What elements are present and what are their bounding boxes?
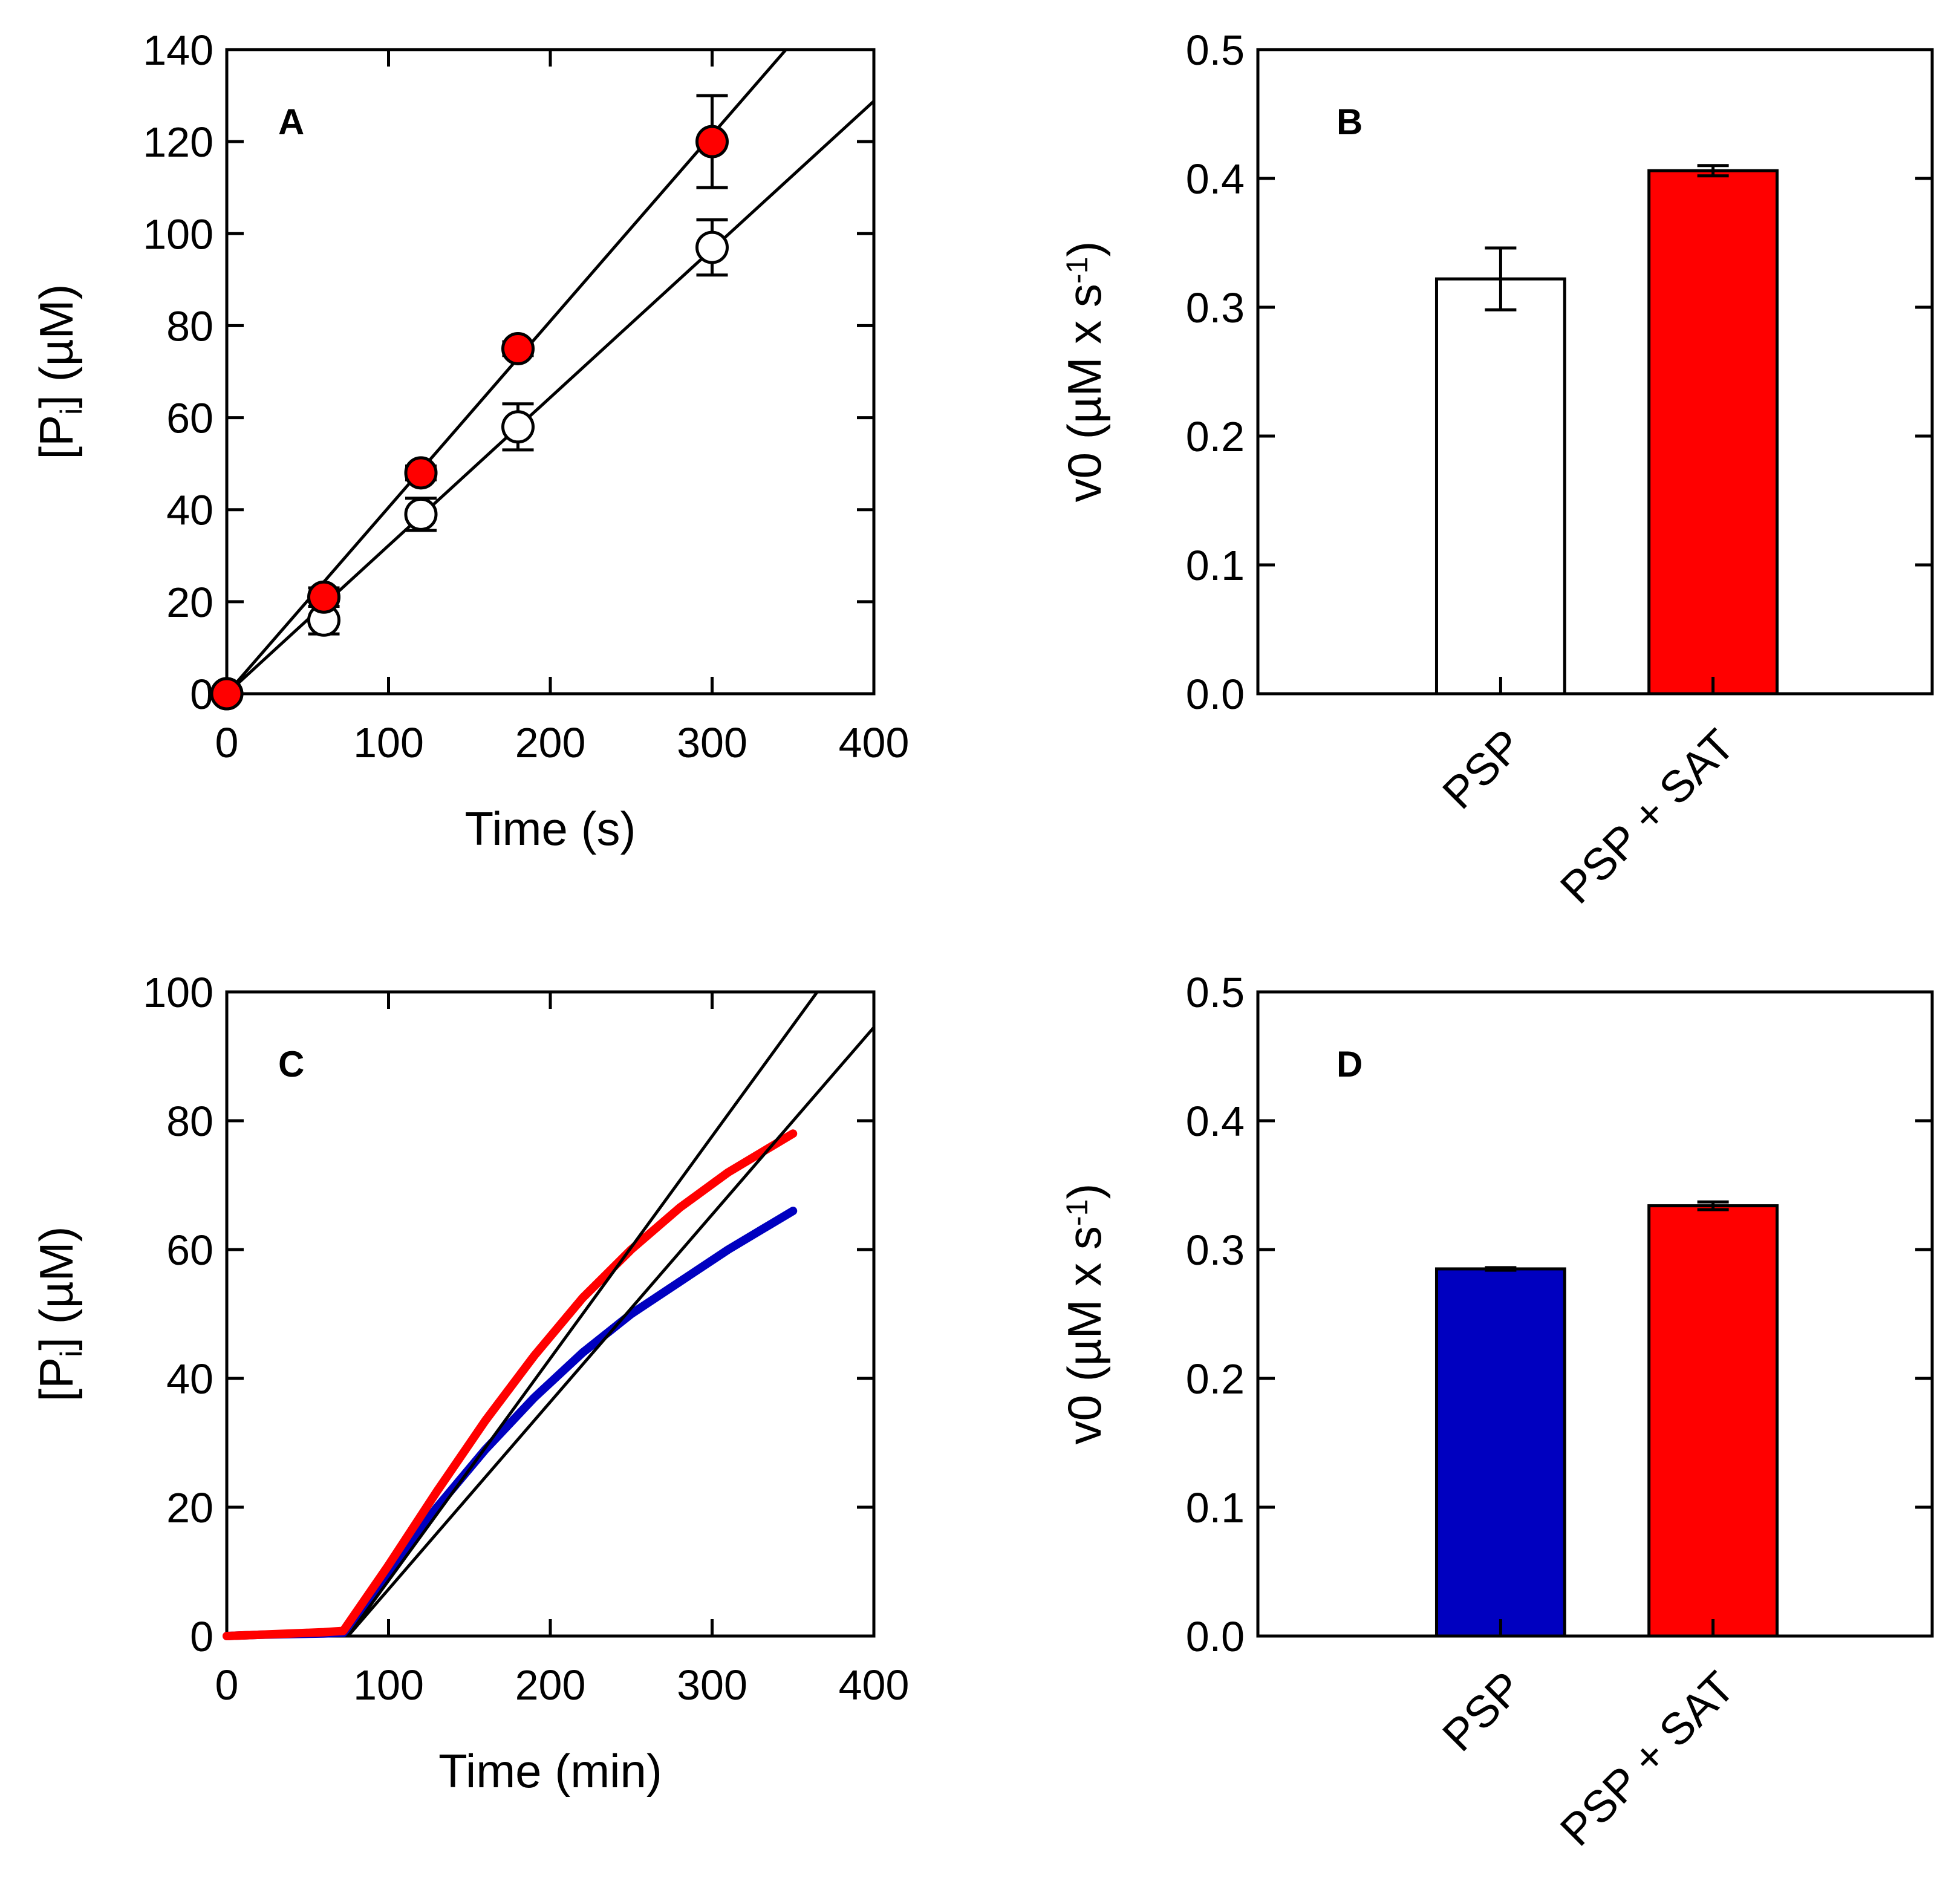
data-point: [404, 456, 438, 490]
data-point: [695, 125, 729, 158]
y-tick-label: 80: [166, 1098, 213, 1145]
y-axis-label: [Pi] (µM): [30, 284, 88, 459]
fit-line: [347, 992, 819, 1636]
fit-line: [347, 1026, 874, 1636]
y-axis-label-main: [P: [30, 415, 83, 460]
fit-line: [227, 50, 789, 694]
y-tick-label: 20: [166, 579, 213, 626]
panel-letter: C: [278, 1044, 304, 1084]
category-label: PSP: [1433, 720, 1531, 818]
y-axis-label-tail: ): [1058, 1184, 1111, 1199]
data-point: [695, 230, 729, 264]
y-axis-label-main: v0 (µM x s: [1058, 1226, 1111, 1444]
bar: [1434, 277, 1566, 696]
x-axis-label: Time (min): [438, 1744, 662, 1798]
y-axis-label-superscript: -1: [1060, 1199, 1094, 1226]
y-tick-label: 0.2: [1186, 1355, 1245, 1403]
y-axis-label-tail: ] (µM): [30, 1226, 83, 1350]
panel-letter: D: [1337, 1044, 1363, 1084]
y-axis-label-tail: ): [1058, 241, 1111, 257]
x-tick-label: 0: [215, 719, 239, 766]
y-tick-label: 100: [143, 969, 213, 1016]
y-tick-label: 60: [166, 1227, 213, 1274]
y-axis-label: v0 (µM x s-1): [1058, 1184, 1111, 1445]
chart-panel-b: 0.0 0.1 0.2 0.3 0.4 0.5 PSP PSP + SAT Bv0 (µM x …: [1058, 27, 1934, 913]
data-series-line: [223, 1129, 798, 1640]
category-label: PSP + SAT: [1551, 720, 1744, 913]
y-axis-label-main: [P: [30, 1357, 83, 1402]
bar: [1434, 1267, 1566, 1638]
y-axis-label-subscript: i: [54, 1351, 88, 1357]
x-tick-label: 200: [515, 719, 586, 766]
x-tick-label: 0: [215, 1661, 239, 1709]
chart-panel-a: 0 20 40 60 80 100 120 140 0 100 200 300 400 A Time (s)…: [30, 27, 910, 855]
y-tick-label: 0.0: [1186, 1613, 1245, 1660]
bar: [1647, 169, 1779, 696]
plot-frame: [225, 990, 876, 1638]
y-tick-label: 0.3: [1186, 1227, 1245, 1274]
category-label: PSP + SAT: [1551, 1662, 1744, 1856]
data-point: [501, 410, 535, 444]
x-tick-label: 300: [677, 1661, 747, 1709]
y-tick-label: 0: [190, 1613, 213, 1660]
y-tick-label: 0.1: [1186, 542, 1245, 589]
y-tick-label: 40: [166, 487, 213, 534]
y-axis-label: v0 (µM x s-1): [1058, 241, 1111, 503]
y-axis-label-subscript: i: [54, 408, 88, 415]
y-tick-label: 60: [166, 395, 213, 442]
y-axis-label-tail: ] (µM): [30, 284, 83, 408]
y-tick-label: 80: [166, 302, 213, 350]
x-tick-label: 200: [515, 1661, 586, 1709]
chart-panel-c: 0 20 40 60 80 100 0 100 200 300 400 C Time (min) [Pi]…: [30, 969, 909, 1798]
data-series-line: [223, 1207, 798, 1640]
y-tick-label: 0.4: [1186, 1098, 1245, 1145]
chart-panel-d: 0.0 0.1 0.2 0.3 0.4 0.5 PSP PSP + SAT Dv0 (µM x …: [1058, 969, 1934, 1856]
plot-frame: [1256, 990, 1934, 1638]
plot-frame: [1256, 48, 1934, 696]
y-tick-label: 120: [143, 119, 213, 166]
y-tick-label: 0.5: [1186, 27, 1245, 74]
data-point: [307, 580, 340, 614]
y-tick-label: 40: [166, 1355, 213, 1403]
data-point: [501, 331, 535, 365]
y-tick-label: 0.3: [1186, 284, 1245, 331]
data-point: [404, 497, 438, 531]
data-point: [210, 677, 244, 711]
x-tick-label: 400: [839, 1661, 910, 1709]
y-axis-label: [Pi] (µM): [30, 1226, 88, 1401]
y-tick-label: 140: [143, 27, 213, 74]
y-tick-label: 20: [166, 1484, 213, 1531]
x-tick-label: 100: [353, 719, 424, 766]
y-axis-label-main: v0 (µM x s: [1058, 284, 1111, 502]
x-tick-label: 400: [839, 719, 910, 766]
panel-letter: B: [1337, 102, 1363, 142]
y-tick-label: 0.2: [1186, 413, 1245, 460]
y-tick-label: 0.0: [1186, 671, 1245, 718]
y-tick-label: 0: [190, 671, 213, 718]
x-tick-label: 100: [353, 1661, 424, 1709]
panel-letter: A: [278, 102, 304, 142]
y-axis-label-superscript: -1: [1060, 257, 1094, 284]
y-tick-label: 0.5: [1186, 969, 1245, 1016]
y-tick-label: 0.4: [1186, 155, 1245, 203]
x-axis-label: Time (s): [464, 802, 636, 855]
x-tick-label: 300: [677, 719, 747, 766]
y-tick-label: 0.1: [1186, 1484, 1245, 1531]
category-label: PSP: [1433, 1662, 1531, 1761]
bar: [1647, 1204, 1779, 1638]
y-tick-label: 100: [143, 210, 213, 258]
